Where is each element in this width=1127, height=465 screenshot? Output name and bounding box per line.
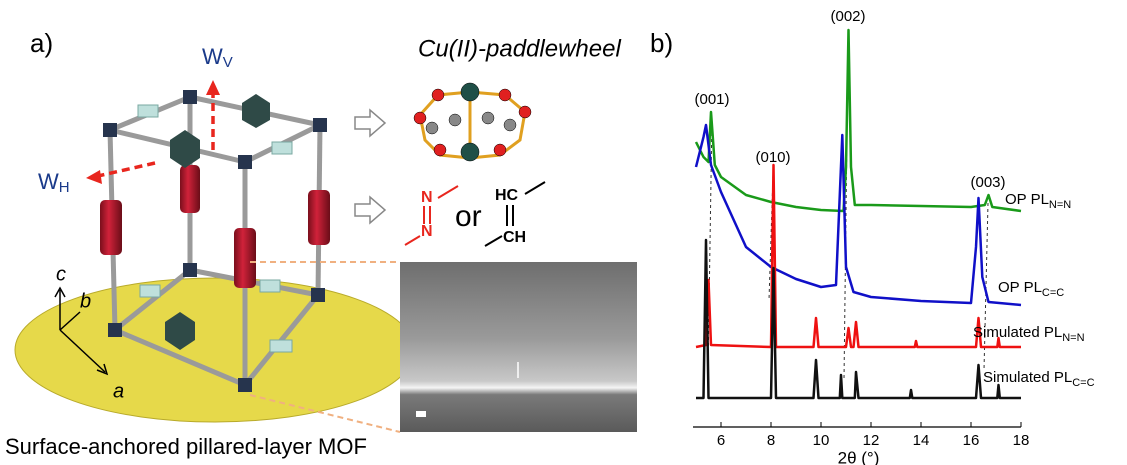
w-sub: V	[223, 54, 233, 71]
figure: a) Cu(II)-paddlewheel WV WH c b a N N or…	[0, 0, 1127, 465]
series-label: Simulated PLC=C	[983, 369, 1095, 389]
paddlewheel-title: Cu(II)-paddlewheel	[418, 35, 621, 62]
series-label: Simulated PLN=N	[973, 324, 1085, 344]
sem-image	[400, 262, 637, 432]
x-tick-label: 14	[913, 432, 930, 449]
series-name: OP PL	[1005, 191, 1049, 208]
w-horizontal: WH	[38, 169, 70, 196]
peak-label: (001)	[694, 91, 729, 108]
axis-label: a	[113, 380, 124, 402]
axis-label: c	[56, 263, 66, 285]
atom-label: CH	[503, 229, 526, 246]
series-label: OP PLC=C	[998, 279, 1064, 299]
x-tick-label: 10	[813, 432, 830, 449]
atom-label: N	[421, 223, 433, 240]
series-line	[696, 240, 1021, 398]
mof-schematic	[15, 80, 637, 432]
x-tick-label: 16	[963, 432, 980, 449]
series-name-sub: N=N	[1062, 332, 1084, 344]
panel-label: a)	[30, 28, 53, 58]
atom-label: N	[421, 189, 433, 206]
peak-label: (010)	[755, 149, 790, 166]
x-tick-label: 6	[717, 432, 725, 449]
series-label: OP PLN=N	[1005, 191, 1071, 211]
panel-label: b)	[650, 28, 673, 58]
series-name-sub: C=C	[1072, 377, 1094, 389]
series-name: Simulated PL	[973, 324, 1062, 341]
x-tick-label: 18	[1013, 432, 1030, 449]
series-name: OP PL	[998, 279, 1042, 296]
w-text: W	[202, 44, 223, 69]
w-sub: H	[59, 179, 70, 196]
series-name-sub: C=C	[1042, 287, 1064, 299]
w-vertical: WV	[202, 44, 233, 71]
series-line	[696, 165, 1021, 347]
x-axis-title: 2θ (°)	[838, 448, 880, 465]
series-name: Simulated PL	[983, 369, 1072, 386]
x-tick-label: 12	[863, 432, 880, 449]
peak-label: (002)	[830, 8, 865, 25]
w-text: W	[38, 169, 59, 194]
series-line	[696, 125, 1021, 305]
series-name-sub: N=N	[1049, 199, 1071, 211]
or-text: or	[455, 200, 482, 233]
atom-label: HC	[495, 187, 519, 204]
caption: Surface-anchored pillared-layer MOF	[5, 434, 367, 459]
peak-label: (003)	[970, 174, 1005, 191]
x-tick-label: 8	[767, 432, 775, 449]
axis-label: b	[80, 290, 91, 312]
